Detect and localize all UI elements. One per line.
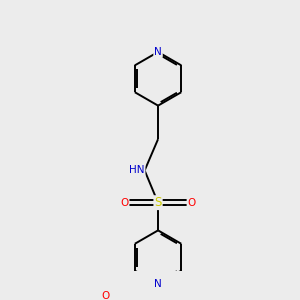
Text: HN: HN: [129, 166, 145, 176]
Text: N: N: [154, 279, 162, 289]
Text: S: S: [154, 196, 162, 209]
Text: O: O: [188, 198, 196, 208]
Text: N: N: [154, 47, 162, 57]
Text: O: O: [102, 291, 110, 300]
Text: O: O: [120, 198, 129, 208]
Text: N: N: [154, 279, 162, 289]
